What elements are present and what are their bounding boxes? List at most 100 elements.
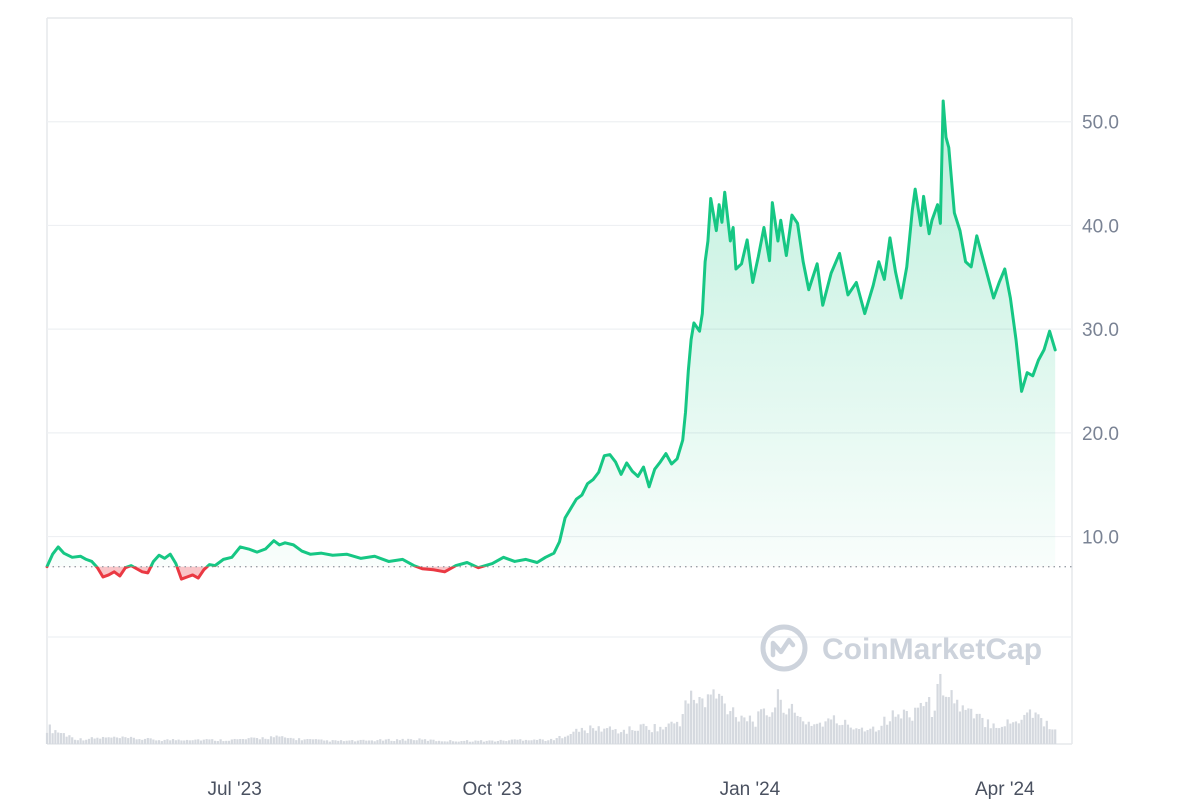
volume-bar <box>68 735 71 744</box>
volume-bar <box>709 694 712 744</box>
volume-bar <box>199 740 203 744</box>
volume-bar <box>622 729 626 744</box>
volume-bar <box>460 741 463 744</box>
volume-bar <box>286 738 289 744</box>
volume-bar <box>93 738 96 744</box>
volume-bar <box>283 737 287 744</box>
volume-bar <box>846 724 850 744</box>
volume-bar <box>961 705 964 744</box>
volume-bar <box>281 736 284 744</box>
volume-bar <box>583 730 586 744</box>
volume-bar <box>986 719 990 744</box>
volume-bar <box>592 728 595 744</box>
volume-bar <box>905 711 908 744</box>
volume-bar <box>888 721 892 744</box>
volume-bar <box>502 740 505 744</box>
volume-bar <box>272 737 275 744</box>
volume-bar <box>729 711 732 744</box>
volume-bar <box>351 740 354 744</box>
volume-bar <box>631 730 634 744</box>
volume-bar <box>754 726 757 744</box>
x-tick-label: Jan '24 <box>720 779 781 800</box>
volume-bar <box>1012 722 1015 744</box>
volume-bar <box>205 739 208 744</box>
volume-bar <box>48 724 51 744</box>
volume-bar <box>132 737 135 744</box>
volume-bar <box>166 739 169 744</box>
price-line-up <box>45 99 1057 567</box>
y-tick-label: 10.0 <box>1082 528 1119 549</box>
volume-bar <box>866 730 869 744</box>
volume-bar <box>676 721 679 744</box>
volume-bar <box>712 689 715 744</box>
volume-bar <box>877 730 880 744</box>
volume-bar <box>813 724 816 744</box>
volume-bar <box>85 739 88 744</box>
volume-bar <box>404 740 407 744</box>
volume-bar <box>972 718 976 744</box>
volume-bar <box>894 716 897 744</box>
volume-bar <box>1054 729 1057 744</box>
x-tick-label: Jul '23 <box>207 779 261 800</box>
volume-bar <box>393 741 396 744</box>
volume-bar <box>698 696 701 744</box>
volume-bar <box>947 697 950 744</box>
volume-bar <box>732 707 735 744</box>
volume-bar <box>250 737 253 744</box>
volume-bar <box>191 740 194 744</box>
volume-bar <box>496 740 499 744</box>
volume-bar <box>160 741 163 744</box>
volume-bar <box>362 739 365 744</box>
volume-bar <box>401 738 404 744</box>
volume-bar <box>82 740 85 744</box>
y-tick-label: 50.0 <box>1082 113 1119 134</box>
volume-bar <box>101 736 105 744</box>
volume-bar <box>807 721 810 744</box>
volume-bar <box>886 724 889 744</box>
volume-bar <box>241 739 245 744</box>
volume-bar <box>547 740 550 744</box>
volume-bar <box>942 695 945 744</box>
volume-bar <box>1037 714 1040 744</box>
volume-bar <box>339 740 343 744</box>
volume-bar <box>802 721 805 744</box>
volume-bar <box>810 725 813 744</box>
volume-bar <box>527 740 530 744</box>
volume-bar <box>216 741 219 744</box>
volume-bar <box>998 728 1001 744</box>
volume-bar <box>872 726 875 744</box>
volume-bar <box>303 739 306 744</box>
volume-bar <box>841 724 844 744</box>
volume-bar <box>634 730 637 744</box>
volume-bar <box>692 699 696 744</box>
volume-bar <box>897 714 900 744</box>
volume-bar <box>743 717 746 744</box>
volume-bar <box>620 732 623 744</box>
volume-bar <box>510 739 513 744</box>
volume-bar <box>183 740 186 744</box>
volume-bar <box>379 739 382 744</box>
volume-bar <box>230 739 233 744</box>
volume-bar <box>258 739 261 744</box>
volume-bar <box>423 739 427 744</box>
volume-bar <box>244 739 247 744</box>
volume-bar <box>594 730 598 744</box>
volume-bar <box>253 737 256 744</box>
volume-bar <box>782 712 785 744</box>
volume-bar <box>513 739 516 744</box>
volume-bar <box>849 727 852 744</box>
volume-bar <box>723 703 726 744</box>
volume-bar <box>636 730 640 744</box>
volume-bar <box>790 703 794 744</box>
volume-bar <box>415 740 418 744</box>
volume-bar <box>900 718 903 744</box>
volume-bar <box>99 738 102 744</box>
volume-bar <box>544 740 547 744</box>
volume-bar <box>45 732 49 744</box>
volume-bar <box>62 733 65 744</box>
volume-bar <box>73 739 77 744</box>
volume-bar <box>625 733 628 744</box>
volume-bar <box>538 738 541 744</box>
volume-bar <box>359 739 362 744</box>
